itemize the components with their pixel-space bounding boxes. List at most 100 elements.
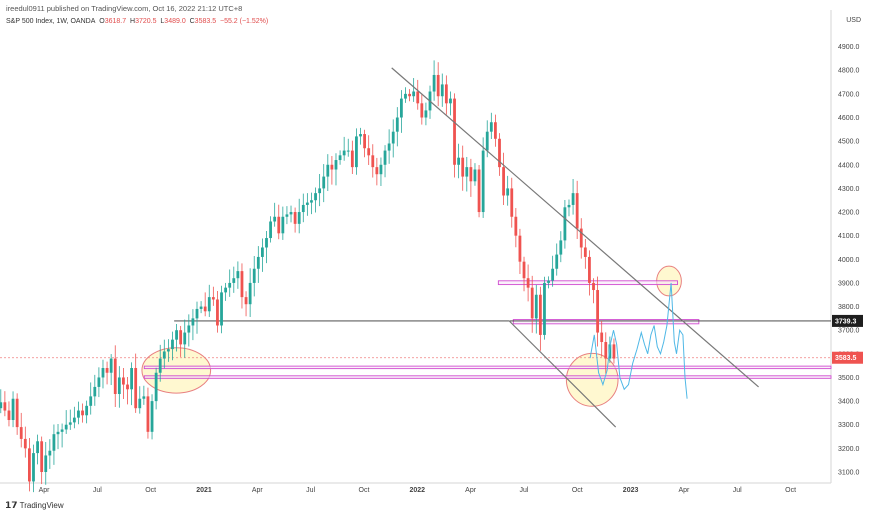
candle-body	[555, 254, 559, 269]
candle-body	[522, 261, 526, 279]
candle-body	[449, 98, 452, 104]
candle-body	[191, 318, 195, 326]
y-tick-label: 4300.0	[838, 186, 860, 193]
y-tick-label: 3200.0	[838, 446, 860, 453]
candle-body	[207, 297, 211, 312]
y-tick-label: 4400.0	[838, 162, 860, 169]
candle-body	[40, 441, 44, 472]
candle-body	[305, 202, 309, 205]
candle-body	[371, 155, 375, 168]
candle-body	[113, 358, 117, 395]
candle-body	[469, 167, 473, 182]
candle-body	[89, 396, 93, 406]
candle-body	[203, 306, 207, 312]
candle-body	[432, 74, 436, 92]
y-tick-label: 4200.0	[838, 210, 860, 217]
candle-body	[547, 280, 550, 283]
candle-body	[363, 134, 366, 149]
candle-body	[19, 427, 23, 439]
candle-body	[252, 268, 256, 283]
x-tick-label: Apr	[678, 487, 690, 494]
tradingview-logo[interactable]: 𝟭𝟳 TradingView	[5, 500, 64, 511]
candle-body	[440, 84, 444, 97]
publish-info: ireedul0911 published on TradingView.com…	[6, 4, 242, 13]
candle-body	[3, 402, 7, 411]
candle-body	[436, 74, 440, 97]
candle-body	[379, 164, 383, 175]
candle-body	[563, 207, 567, 241]
y-tick-label: 3400.0	[838, 399, 860, 406]
candle-body	[424, 110, 428, 118]
candle-body	[11, 398, 15, 421]
low-value: 3489.0	[164, 18, 186, 25]
candle-body	[350, 150, 354, 168]
candle-body	[277, 216, 281, 234]
candle-body	[514, 216, 518, 236]
candle-body	[391, 131, 395, 144]
candle-body	[122, 377, 125, 385]
candle-body	[383, 150, 387, 165]
candle-body	[583, 247, 587, 257]
candle-body	[399, 98, 403, 118]
candle-body	[551, 268, 555, 281]
close-value: 3583.5	[194, 18, 217, 25]
x-tick-label: Apr	[39, 487, 51, 494]
downtrend-line	[391, 67, 759, 388]
candle-body	[359, 134, 362, 137]
x-tick-label: Oct	[572, 487, 583, 494]
candle-body	[60, 429, 64, 432]
zone-rect	[143, 365, 832, 370]
candle-body	[166, 349, 170, 352]
candle-body	[596, 290, 600, 333]
symbol-name: S&P 500 Index, 1W, OANDA	[6, 18, 96, 25]
y-tick-label: 4100.0	[838, 233, 860, 240]
candle-body	[244, 297, 248, 305]
candle-body	[416, 91, 420, 104]
candle-body	[600, 332, 604, 343]
candle-body	[494, 122, 497, 139]
y-tick-label: 4500.0	[838, 139, 860, 146]
high-label: H	[130, 18, 136, 25]
candle-body	[293, 212, 297, 224]
candle-body	[195, 308, 199, 319]
tradingview-icon: 𝟭𝟳	[5, 500, 18, 510]
candle-body	[261, 247, 264, 257]
candle-body	[322, 176, 326, 189]
candle-body	[187, 325, 191, 333]
candle-body	[216, 299, 219, 326]
x-tick-label: Oct	[359, 487, 370, 494]
candle-body	[162, 351, 166, 359]
candle-body	[485, 131, 489, 151]
high-value: 3720.5	[135, 18, 157, 25]
candle-body	[502, 167, 505, 196]
candle-body	[342, 150, 346, 156]
candle-body	[44, 455, 48, 472]
y-tick-label: 3800.0	[838, 304, 860, 311]
candle-body	[395, 117, 399, 132]
candle-body	[77, 410, 80, 418]
candle-body	[575, 193, 579, 229]
x-tick-label: Jul	[733, 487, 742, 494]
candle-body	[93, 386, 97, 397]
candle-body	[604, 342, 608, 359]
candle-body	[518, 235, 522, 262]
projection-path	[589, 282, 688, 399]
y-tick-label: 3100.0	[838, 470, 860, 477]
candle-body	[179, 330, 183, 345]
candle-body	[32, 453, 35, 482]
candle-body	[7, 410, 11, 421]
candle-body	[346, 150, 350, 152]
close-label: C	[189, 18, 195, 25]
zone-rect	[497, 280, 678, 286]
candle-body	[473, 169, 477, 182]
candle-body	[334, 160, 338, 170]
x-tick-label: 2022	[410, 487, 426, 494]
highlight-ellipse	[141, 347, 212, 394]
candle-body	[28, 448, 31, 482]
candle-body	[23, 438, 27, 449]
currency-label: USD	[846, 17, 861, 24]
candle-body	[457, 157, 461, 165]
last-price-label: 3583.5	[835, 355, 857, 362]
candle-body	[285, 214, 289, 217]
